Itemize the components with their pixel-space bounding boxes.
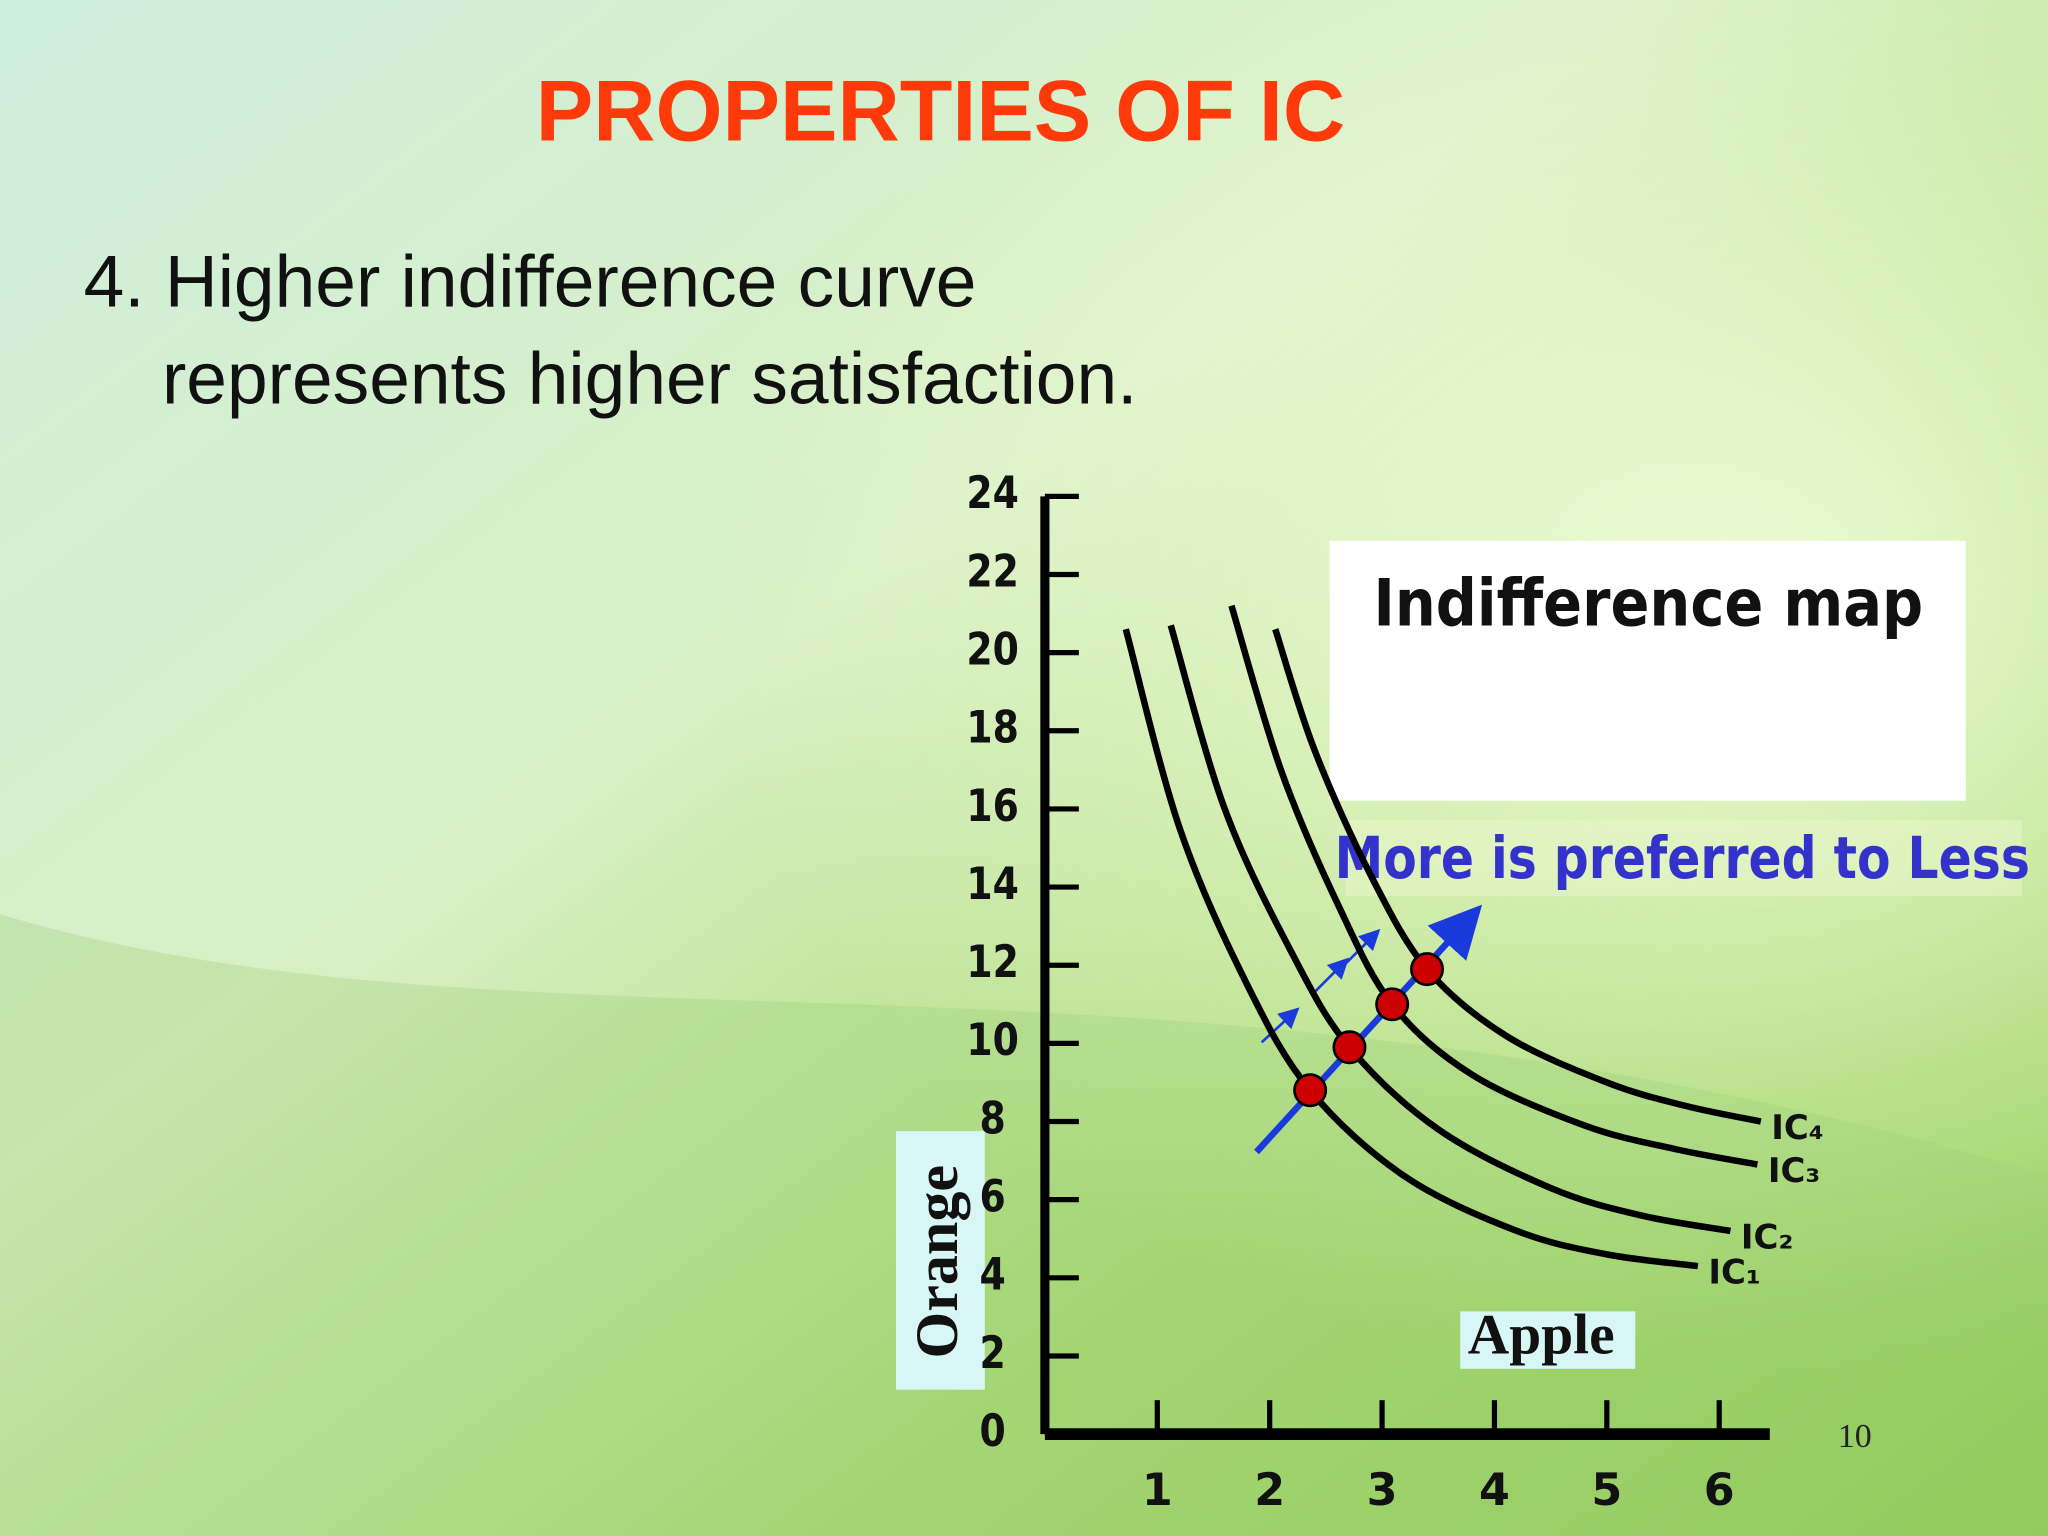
point: [1293, 1073, 1328, 1108]
x-label-bg: [1460, 1311, 1636, 1369]
y-tick-label: 16: [966, 780, 1019, 832]
y-tick-label: 18: [966, 702, 1019, 754]
x-tick-label: 2: [1254, 1465, 1285, 1516]
x-tick-label: 6: [1704, 1465, 1735, 1516]
x-tick-label: 1: [1142, 1465, 1173, 1516]
y-tick-label: 20: [966, 624, 1019, 676]
y-tick-label: 6: [980, 1171, 1006, 1223]
slide-title: PROPERTIES OF IC: [536, 63, 1345, 159]
small-arrow: [1313, 957, 1350, 994]
small-arrow: [1260, 1007, 1300, 1044]
y-tick-label: 14: [966, 858, 1019, 910]
page-number: 10: [1838, 1418, 1872, 1455]
body-text: 4. Higher indifference curve: [84, 242, 977, 323]
y-tick-label: 22: [966, 545, 1019, 597]
y-tick-label: 0: [980, 1405, 1006, 1457]
x-tick-label: 3: [1367, 1465, 1398, 1516]
y-tick-label: 4: [980, 1249, 1006, 1301]
chart-title: Indifference map: [1374, 565, 1924, 641]
x-tick-label: 5: [1591, 1465, 1622, 1516]
indifference-curve: [1167, 624, 1732, 1235]
curve-label: IC₁: [1708, 1252, 1760, 1292]
y-tick-label: 24: [966, 467, 1019, 519]
y-axis-label: Orange: [903, 1165, 970, 1359]
y-tick-label: 10: [966, 1014, 1019, 1066]
y-tick-label: 2: [980, 1327, 1006, 1379]
point: [1332, 1030, 1367, 1065]
y-tick-label: 8: [980, 1092, 1006, 1144]
annotation-bg: [1345, 820, 2022, 896]
curve-label: IC₄: [1771, 1108, 1823, 1148]
point: [1410, 952, 1444, 987]
y-label-bg: [896, 1131, 985, 1390]
point: [1375, 987, 1410, 1022]
indifference-curve: [1228, 604, 1759, 1168]
body-text: represents higher satisfaction.: [162, 338, 1138, 419]
curve-label: IC₃: [1768, 1151, 1820, 1191]
indifference-curve: [1272, 628, 1762, 1125]
y-tick-label: 12: [966, 936, 1019, 988]
direction-arrow: [1254, 904, 1483, 1155]
x-axis-label: Apple: [1468, 1303, 1615, 1366]
curve-label: IC₂: [1741, 1217, 1793, 1257]
background-wave: [0, 914, 2048, 1536]
annotation: More is preferred to Less: [1335, 824, 2030, 892]
title-box: [1329, 540, 1966, 801]
x-tick-label: 4: [1479, 1465, 1510, 1516]
